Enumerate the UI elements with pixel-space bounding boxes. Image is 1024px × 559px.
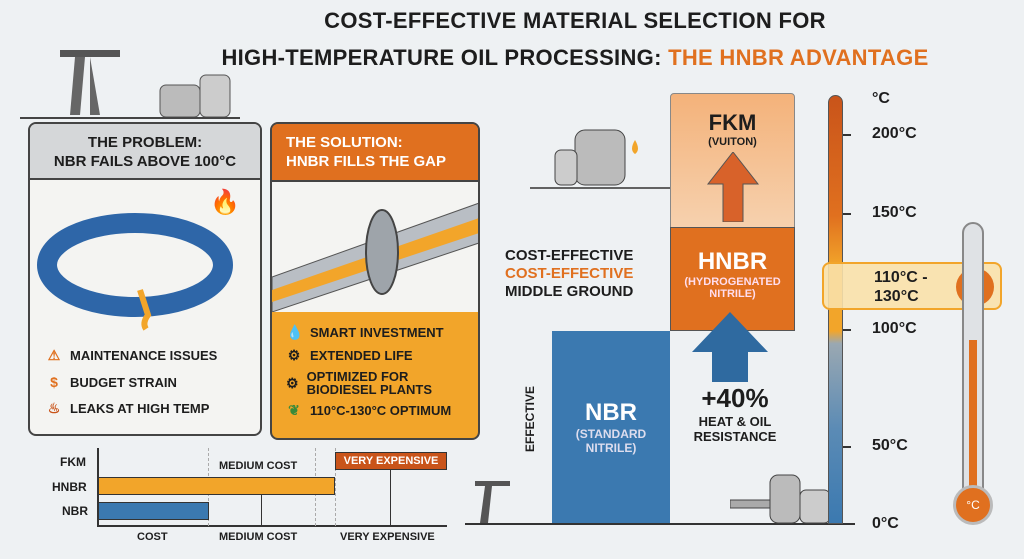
- solution-item-label: EXTENDED LIFE: [310, 348, 413, 363]
- thermometer-icon: [962, 222, 984, 492]
- middle-label-2: COST-EFFECTIVE: [505, 265, 634, 282]
- solution-heading-2: HNBR FILLS THE GAP: [286, 153, 446, 170]
- broken-seal-icon: 🔥: [37, 188, 240, 331]
- scale-label-200: 200°C: [872, 125, 917, 142]
- problem-heading-2: NBR FAILS ABOVE 100°C: [53, 153, 237, 170]
- solution-item: ⚙ OPTIMIZED FOR BIODIESEL PLANTS: [286, 370, 476, 396]
- fkm-block: FKM (VUITON): [670, 93, 795, 228]
- problem-panel: THE PROBLEM: NBR FAILS ABOVE 100°C 🔥 ⚠ MA…: [28, 122, 262, 436]
- scale-label-0: 0°C: [872, 515, 899, 532]
- up-arrow-blue-icon: [692, 312, 768, 382]
- drop-icon: 💧: [286, 324, 304, 340]
- nbr-sub: (STANDARD NITRILE): [575, 427, 647, 455]
- axis-label-very-expensive: VERY EXPENSIVE: [340, 531, 435, 543]
- problem-header: THE PROBLEM: NBR FAILS ABOVE 100°C: [30, 124, 260, 180]
- svg-text:🔥: 🔥: [210, 188, 240, 216]
- gear-icon: ⚙: [286, 374, 299, 391]
- fkm-name: FKM: [708, 110, 757, 135]
- solution-item-label: SMART INVESTMENT: [310, 325, 444, 340]
- problem-item-label: BUDGET STRAIN: [70, 374, 177, 390]
- effective-label: EFFECTIVE: [523, 386, 537, 453]
- scale-label-150: 150°C: [872, 204, 917, 221]
- fkm-sub: (VUITON): [708, 136, 757, 148]
- solution-item: 💧 SMART INVESTMENT: [286, 324, 476, 341]
- pipe-icon: [272, 202, 478, 313]
- nbr-cost-bar: [98, 502, 209, 520]
- problem-item-label: MAINTENANCE ISSUES: [70, 348, 218, 363]
- warning-icon: ⚠: [47, 347, 61, 363]
- scale-label-100: 100°C: [872, 320, 917, 337]
- gain-line-1: HEAT & OIL: [698, 414, 772, 429]
- solution-heading-1: THE SOLUTION:: [286, 134, 403, 151]
- middle-label-3: MIDDLE GROUND: [505, 283, 634, 300]
- problem-item: ♨ LEAKS AT HIGH TEMP: [46, 400, 217, 417]
- gear-icon: ⚙: [287, 347, 301, 363]
- oil-pump-icon: [20, 50, 240, 119]
- solution-item-label: 110°C-130°C OPTIMUM: [310, 403, 452, 418]
- title-prefix: HIGH-TEMPERATURE OIL PROCESSING:: [221, 45, 669, 70]
- solution-panel: THE SOLUTION: HNBR FILLS THE GAP 💧 SMART …: [270, 122, 480, 440]
- range-line-2: 130°C: [874, 288, 919, 305]
- nbr-block: NBR (STANDARD NITRILE): [552, 331, 670, 524]
- gain-value: +40%: [701, 383, 769, 413]
- hnbr-cost-bar: [98, 477, 335, 495]
- flame-icon: ♨: [47, 400, 61, 416]
- hnbr-sub: (HYDROGENATED NITRILE): [684, 276, 781, 300]
- gain-line-2: RESISTANCE: [693, 429, 777, 444]
- row-label-fkm: FKM: [60, 455, 86, 469]
- title-line-1: COST-EFFECTIVE MATERIAL SELECTION FOR: [324, 8, 826, 33]
- row-label-nbr: NBR: [62, 504, 88, 518]
- axis-label-cost: COST: [137, 531, 168, 543]
- problem-item-label: LEAKS AT HIGH TEMP: [70, 401, 210, 416]
- refinery-icon: [730, 474, 831, 524]
- scale-unit: °C: [872, 90, 890, 107]
- range-line-1: 110°C -: [874, 269, 928, 286]
- hnbr-name: HNBR: [697, 248, 768, 275]
- dollar-icon: $: [50, 374, 58, 390]
- nbr-name: NBR: [585, 399, 637, 426]
- row-label-hnbr: HNBR: [52, 480, 87, 494]
- cost-chart: FKM HNBR NBR VERY EXPENSIVE MEDIUM COST …: [0, 440, 460, 559]
- hnbr-block: HNBR (HYDROGENATED NITRILE): [670, 227, 795, 331]
- solution-item: ⚙ EXTENDED LIFE: [286, 347, 476, 364]
- up-arrow-icon: [706, 151, 759, 223]
- scale-label-50: 50°C: [872, 437, 908, 454]
- axis-label-medium: MEDIUM COST: [219, 531, 298, 543]
- solution-header: THE SOLUTION: HNBR FILLS THE GAP: [272, 124, 478, 182]
- title-line-2: HIGH-TEMPERATURE OIL PROCESSING: THE HNB…: [0, 45, 1024, 71]
- problem-item: $ BUDGET STRAIN: [46, 374, 217, 390]
- leaf-icon: ❦: [288, 402, 300, 418]
- oil-pump-small-icon: [475, 481, 510, 523]
- title-highlight: THE HNBR ADVANTAGE: [668, 45, 929, 70]
- solution-item: ❦ 110°C-130°C OPTIMUM: [286, 402, 476, 419]
- problem-heading-1: THE PROBLEM:: [87, 134, 203, 151]
- medium-cost-top-label: MEDIUM COST: [219, 460, 298, 472]
- storage-tank-icon: [530, 129, 670, 189]
- fkm-cost-badge: VERY EXPENSIVE: [335, 452, 447, 470]
- middle-label-1: COST-EFFECTIVE: [505, 247, 634, 264]
- gain-callout: +40% HEAT & OIL RESISTANCE: [680, 383, 790, 444]
- middle-ground-label: COST-EFFECTIVE COST-EFFECTIVE MIDDLE GRO…: [505, 247, 633, 301]
- thermometer-bulb-icon: °C: [953, 485, 993, 525]
- problem-item: ⚠ MAINTENANCE ISSUES: [46, 347, 218, 364]
- solution-item-label: OPTIMIZED FOR BIODIESEL PLANTS: [306, 369, 433, 397]
